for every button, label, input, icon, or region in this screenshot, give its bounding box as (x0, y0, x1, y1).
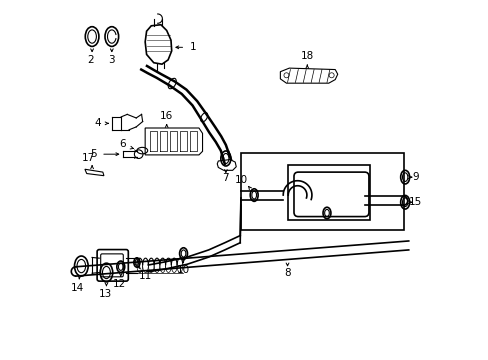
Bar (241, 153, 403, 230)
Text: 11: 11 (139, 271, 152, 281)
Text: 1: 1 (190, 42, 197, 52)
Text: 17: 17 (81, 153, 95, 163)
Text: 16: 16 (160, 111, 173, 121)
Text: 13: 13 (99, 289, 112, 299)
Bar (287, 165, 369, 220)
Text: 7: 7 (222, 173, 229, 183)
Text: 4: 4 (95, 118, 102, 128)
Text: 18: 18 (300, 51, 313, 61)
Text: 2: 2 (87, 55, 94, 65)
Text: 15: 15 (408, 197, 422, 207)
Text: 14: 14 (71, 283, 84, 293)
Text: 8: 8 (284, 268, 290, 278)
Text: 12: 12 (113, 279, 126, 289)
Text: 3: 3 (107, 55, 114, 65)
Text: 10: 10 (235, 175, 248, 185)
Text: 9: 9 (412, 172, 418, 182)
Text: 6: 6 (119, 139, 125, 149)
Text: 10: 10 (177, 265, 190, 275)
Text: 5: 5 (90, 149, 97, 159)
